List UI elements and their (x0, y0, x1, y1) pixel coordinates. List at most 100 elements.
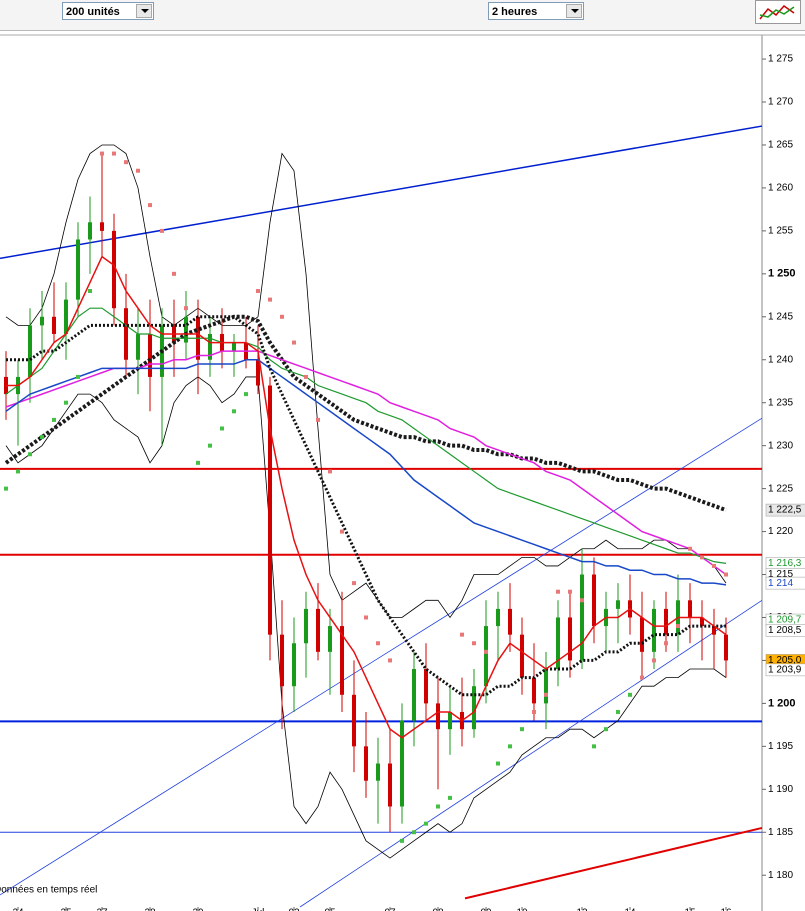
candle-body (712, 626, 716, 635)
candle-body (664, 608, 668, 635)
candle-body (484, 626, 488, 687)
candle-body (112, 230, 116, 309)
candle-body (592, 574, 596, 627)
candle-body (556, 617, 560, 670)
sar-dot (232, 409, 236, 414)
sar-dot (208, 443, 212, 448)
sar-dot (616, 709, 620, 714)
sar-dot (712, 563, 716, 568)
sar-dot (220, 426, 224, 431)
candle-body (700, 617, 704, 627)
x-tick-label: 10 (516, 908, 528, 911)
sar-dot (280, 314, 284, 319)
y-tick-label: 1 240 (768, 354, 793, 365)
y-tick-label: 1 225 (768, 483, 793, 494)
sar-dot (460, 632, 464, 637)
status-text: Données en temps réel (0, 885, 97, 896)
candle-body (232, 342, 236, 352)
sar-dot (640, 675, 644, 680)
candle-body (280, 634, 284, 687)
sar-dot (52, 417, 56, 422)
line-layer (4, 151, 728, 843)
sar-dot (28, 452, 32, 457)
sar-dot (412, 830, 416, 835)
sar-dot (724, 572, 728, 577)
candle-body (472, 686, 476, 730)
candle-body (616, 600, 620, 609)
candle-body (520, 634, 524, 678)
candle-body (724, 634, 728, 661)
x-tick-label: 15 (684, 908, 696, 911)
sar-dot (136, 168, 140, 173)
sar-dot (592, 744, 596, 749)
sar-dot (196, 460, 200, 465)
dropdown-arrow[interactable] (136, 4, 152, 18)
y-tick-label: 1 200 (768, 697, 796, 709)
sar-dot (508, 744, 512, 749)
price-label-box (765, 576, 805, 590)
sar-dot (40, 435, 44, 440)
y-tick-label: 1 195 (768, 741, 793, 752)
candle-body (544, 669, 548, 704)
price-label: 1 222,5 (768, 505, 802, 516)
indicator-line (5, 307, 727, 564)
period-select[interactable]: 2 heures (488, 2, 584, 20)
y-tick-label: 1 190 (768, 784, 793, 795)
indicator-line (6, 255, 727, 739)
price-label-box (765, 503, 805, 517)
candle-body (88, 222, 92, 240)
x-tick-label: 24 (12, 908, 24, 911)
toolbar: 200 unités 2 heures (0, 0, 805, 31)
candle-body (148, 333, 152, 377)
y-tick-label: 1 235 (768, 397, 793, 408)
plot-area (0, 35, 762, 911)
trend-line (0, 125, 763, 260)
candle-body (52, 316, 56, 334)
sar-dot (568, 589, 572, 594)
candle-body (100, 222, 104, 231)
sar-dot (100, 151, 104, 156)
axis-layer: 1 275 1 270 1 265 1 260 1 255 1 250 1 245 1 240… (12, 54, 805, 911)
candle-body (328, 626, 332, 652)
price-label: 1 214 (768, 578, 793, 589)
candle-body (364, 746, 368, 781)
candle-body (652, 608, 656, 652)
candle-body (184, 316, 188, 343)
sar-dot (364, 615, 368, 620)
sar-dot (352, 581, 356, 586)
units-select[interactable]: 200 unités (62, 2, 154, 20)
candle-body (64, 299, 68, 334)
sar-dot (532, 709, 536, 714)
indicator-line (5, 144, 727, 619)
candle-body (208, 333, 212, 360)
sar-dot (376, 641, 380, 646)
sar-dot (172, 271, 176, 276)
dropdown-arrow[interactable] (566, 4, 582, 18)
sar-dot (700, 555, 704, 560)
sar-dot (316, 417, 320, 422)
candle-body (388, 763, 392, 807)
y-tick-label: 1 220 (768, 526, 793, 537)
icon-graphic (759, 5, 795, 20)
candle-body (580, 574, 584, 661)
x-tick-label: 25 (60, 908, 72, 911)
sar-dot (124, 160, 128, 165)
x-tick-label: 12 (576, 908, 588, 911)
sar-dot (580, 598, 584, 603)
candle-body (304, 608, 308, 644)
candle-body (496, 608, 500, 627)
sar-dot (688, 546, 692, 551)
y-tick-label: 1 265 (768, 140, 793, 151)
chart-type-button[interactable] (755, 0, 801, 24)
candle-body (436, 703, 440, 730)
sar-dot (496, 761, 500, 766)
x-tick-label: 02 (288, 908, 300, 911)
sar-dot (328, 469, 332, 474)
candle-body (640, 617, 644, 652)
units-text: 200 unités (66, 6, 120, 18)
indicator-line (4, 314, 727, 512)
y-tick-label: 1 180 (768, 870, 793, 881)
y-tick-label: 1 255 (768, 226, 793, 237)
y-tick-label: 1 230 (768, 440, 793, 451)
